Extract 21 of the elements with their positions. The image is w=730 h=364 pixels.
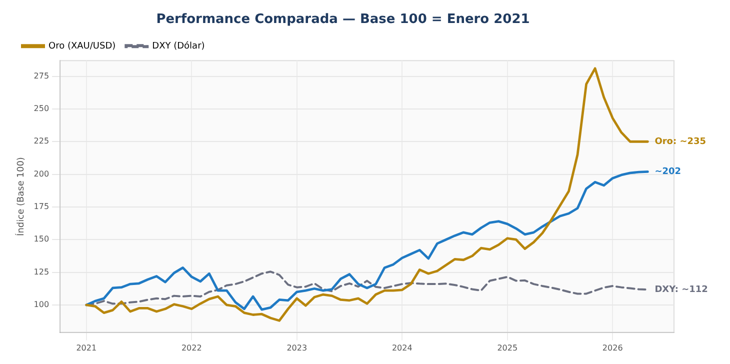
chart-title: Performance Comparada — Base 100 = Enero 2021	[156, 12, 530, 28]
y-tick-label: 125	[34, 267, 50, 276]
x-tick-label: 2026	[602, 343, 623, 352]
y-tick-label: 200	[34, 169, 50, 178]
y-tick-label: 175	[34, 202, 50, 212]
x-tick-label: 2023	[286, 343, 308, 352]
y-tick-label: 150	[34, 234, 50, 244]
x-tick-label: 2021	[76, 343, 97, 352]
annotation: DXY: ~112	[654, 284, 708, 295]
legend-label: DXY (Dólar)	[152, 40, 205, 52]
y-tick-label: 100	[34, 300, 50, 310]
y-axis-title: Índice (Base 100)	[14, 157, 27, 236]
annotation: ~202	[654, 167, 682, 178]
x-tick-label: 2022	[181, 343, 202, 352]
x-tick-label: 2025	[497, 343, 518, 352]
y-tick-label: 250	[34, 104, 50, 114]
y-tick-label: 225	[34, 136, 50, 146]
y-tick-label: 275	[34, 71, 50, 80]
x-tick-label: 2024	[392, 343, 412, 352]
annotation: Oro: ~235	[654, 136, 706, 147]
legend-label: Oro (XAU/USD)	[48, 41, 116, 52]
